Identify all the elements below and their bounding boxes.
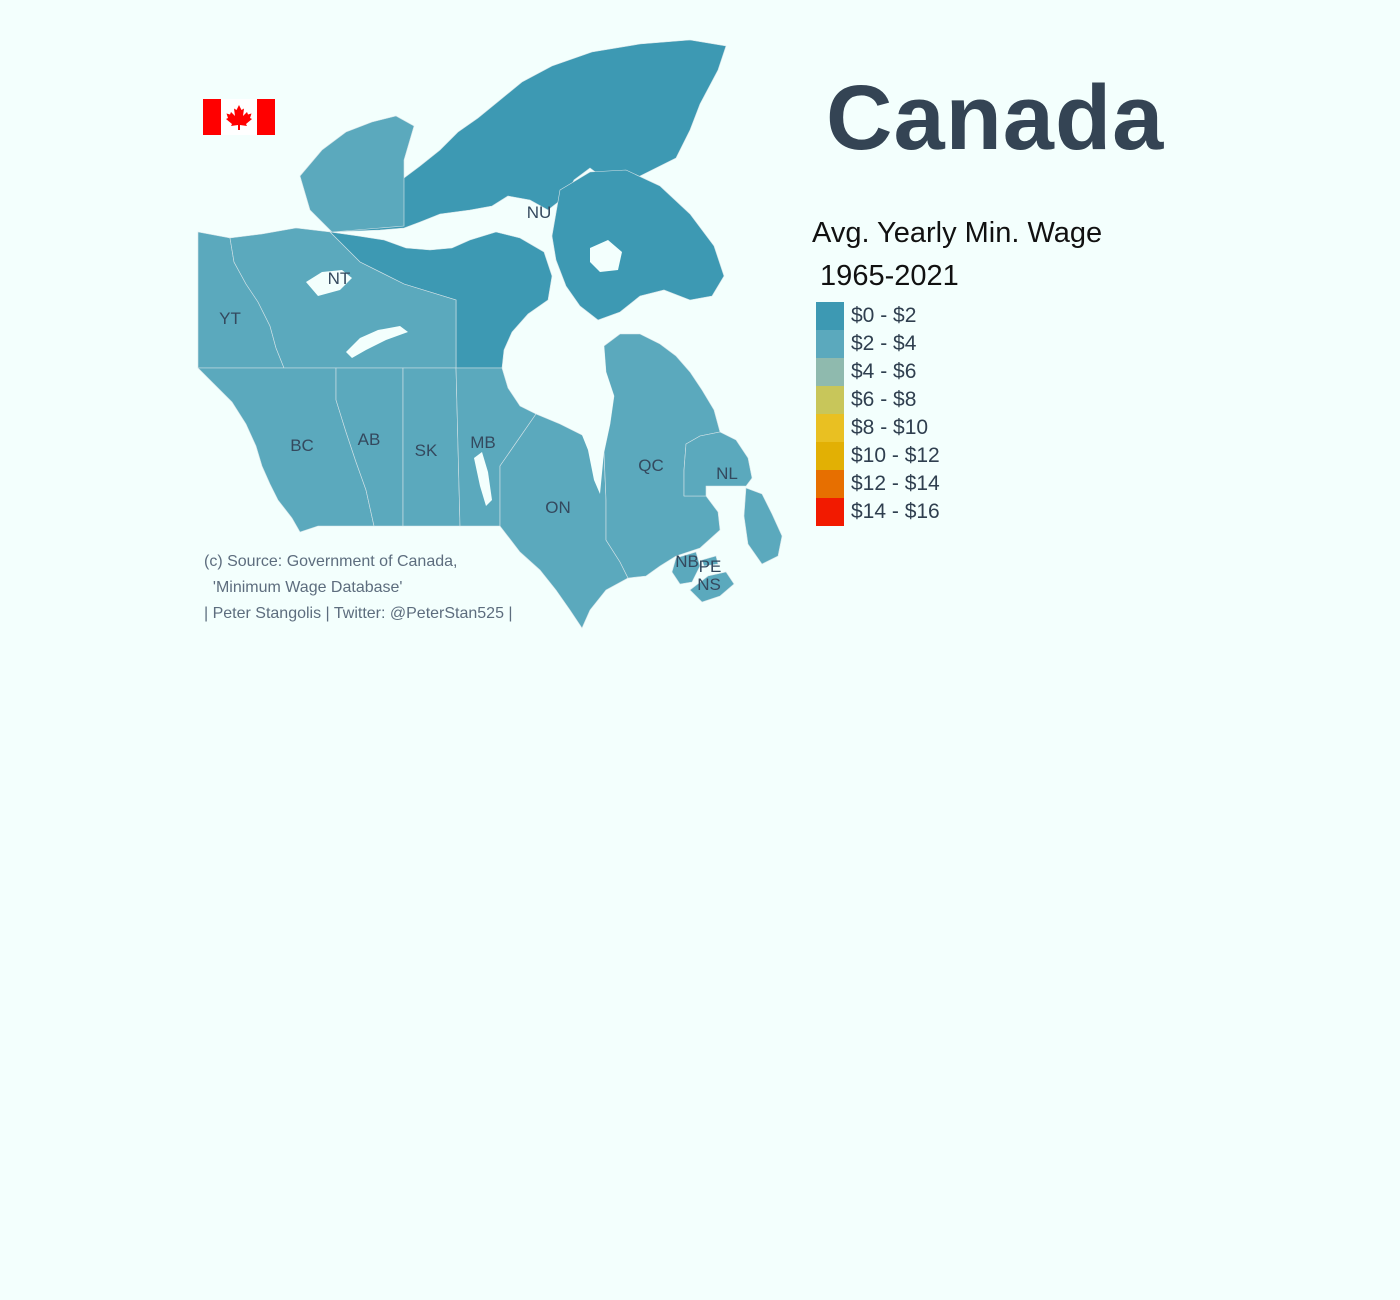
legend-title-line1: Avg. Yearly Min. Wage <box>812 217 1103 249</box>
label-qc: QC <box>638 456 664 475</box>
legend-label: $6 - $8 <box>851 388 917 411</box>
legend-item: $4 - $6 <box>816 358 940 386</box>
legend-swatch <box>816 414 844 442</box>
legend-item: $14 - $16 <box>816 498 940 526</box>
ns-province <box>689 571 735 603</box>
legend-item: $6 - $8 <box>816 386 940 414</box>
legend-label: $2 - $4 <box>851 332 917 355</box>
label-yt: YT <box>219 309 241 328</box>
label-bc: BC <box>290 436 314 455</box>
foxe-basin <box>590 240 622 272</box>
nu-arctic-islands <box>329 39 727 233</box>
legend: $0 - $2 $2 - $4 $4 - $6 $6 - $8 $8 - $10 $10 … <box>816 302 940 526</box>
qc-province <box>603 333 721 579</box>
legend-swatch <box>816 498 844 526</box>
caption-line1: (c) Source: Government of Canada, <box>204 553 458 570</box>
great-slave-lake <box>346 326 408 358</box>
legend-swatch <box>816 470 844 498</box>
nb-province <box>671 551 701 585</box>
legend-swatch <box>816 442 844 470</box>
label-sk: SK <box>415 441 438 460</box>
legend-item: $0 - $2 <box>816 302 940 330</box>
legend-swatch <box>816 386 844 414</box>
legend-label: $12 - $14 <box>851 472 940 495</box>
legend-swatch <box>816 358 844 386</box>
nu-baffin <box>551 169 725 321</box>
label-mb: MB <box>470 433 496 452</box>
great-bear-lake <box>306 270 352 296</box>
legend-item: $2 - $4 <box>816 330 940 358</box>
label-nu: NU <box>527 203 552 222</box>
source-caption: (c) Source: Government of Canada, 'Minim… <box>204 549 513 627</box>
label-ab: AB <box>358 430 381 449</box>
nl-province <box>683 431 783 565</box>
legend-title: Avg. Yearly Min. Wage 1965-2021 <box>812 212 1102 298</box>
label-nt: NT <box>328 269 351 288</box>
legend-item: $10 - $12 <box>816 442 940 470</box>
legend-title-line2: 1965-2021 <box>812 260 959 292</box>
label-pe: PE <box>699 557 722 576</box>
label-nb: NB <box>675 552 699 571</box>
legend-swatch <box>816 302 844 330</box>
hudson-bay <box>504 314 614 494</box>
lake-winnipeg <box>474 452 492 506</box>
label-ns: NS <box>697 575 721 594</box>
legend-item: $12 - $14 <box>816 470 940 498</box>
legend-label: $0 - $2 <box>851 304 917 327</box>
legend-swatch <box>816 330 844 358</box>
page-title: Canada <box>826 67 1165 169</box>
label-on: ON <box>545 498 571 517</box>
legend-label: $10 - $12 <box>851 444 940 467</box>
legend-label: $14 - $16 <box>851 500 940 523</box>
legend-label: $8 - $10 <box>851 416 929 439</box>
label-nl: NL <box>716 464 738 483</box>
caption-line2: 'Minimum Wage Database' <box>204 579 403 596</box>
legend-item: $8 - $10 <box>816 414 940 442</box>
caption-line3: | Peter Stangolis | Twitter: @PeterStan5… <box>204 605 513 622</box>
canada-flag-icon <box>203 99 275 135</box>
legend-label: $4 - $6 <box>851 360 917 383</box>
pe-province <box>701 555 719 567</box>
